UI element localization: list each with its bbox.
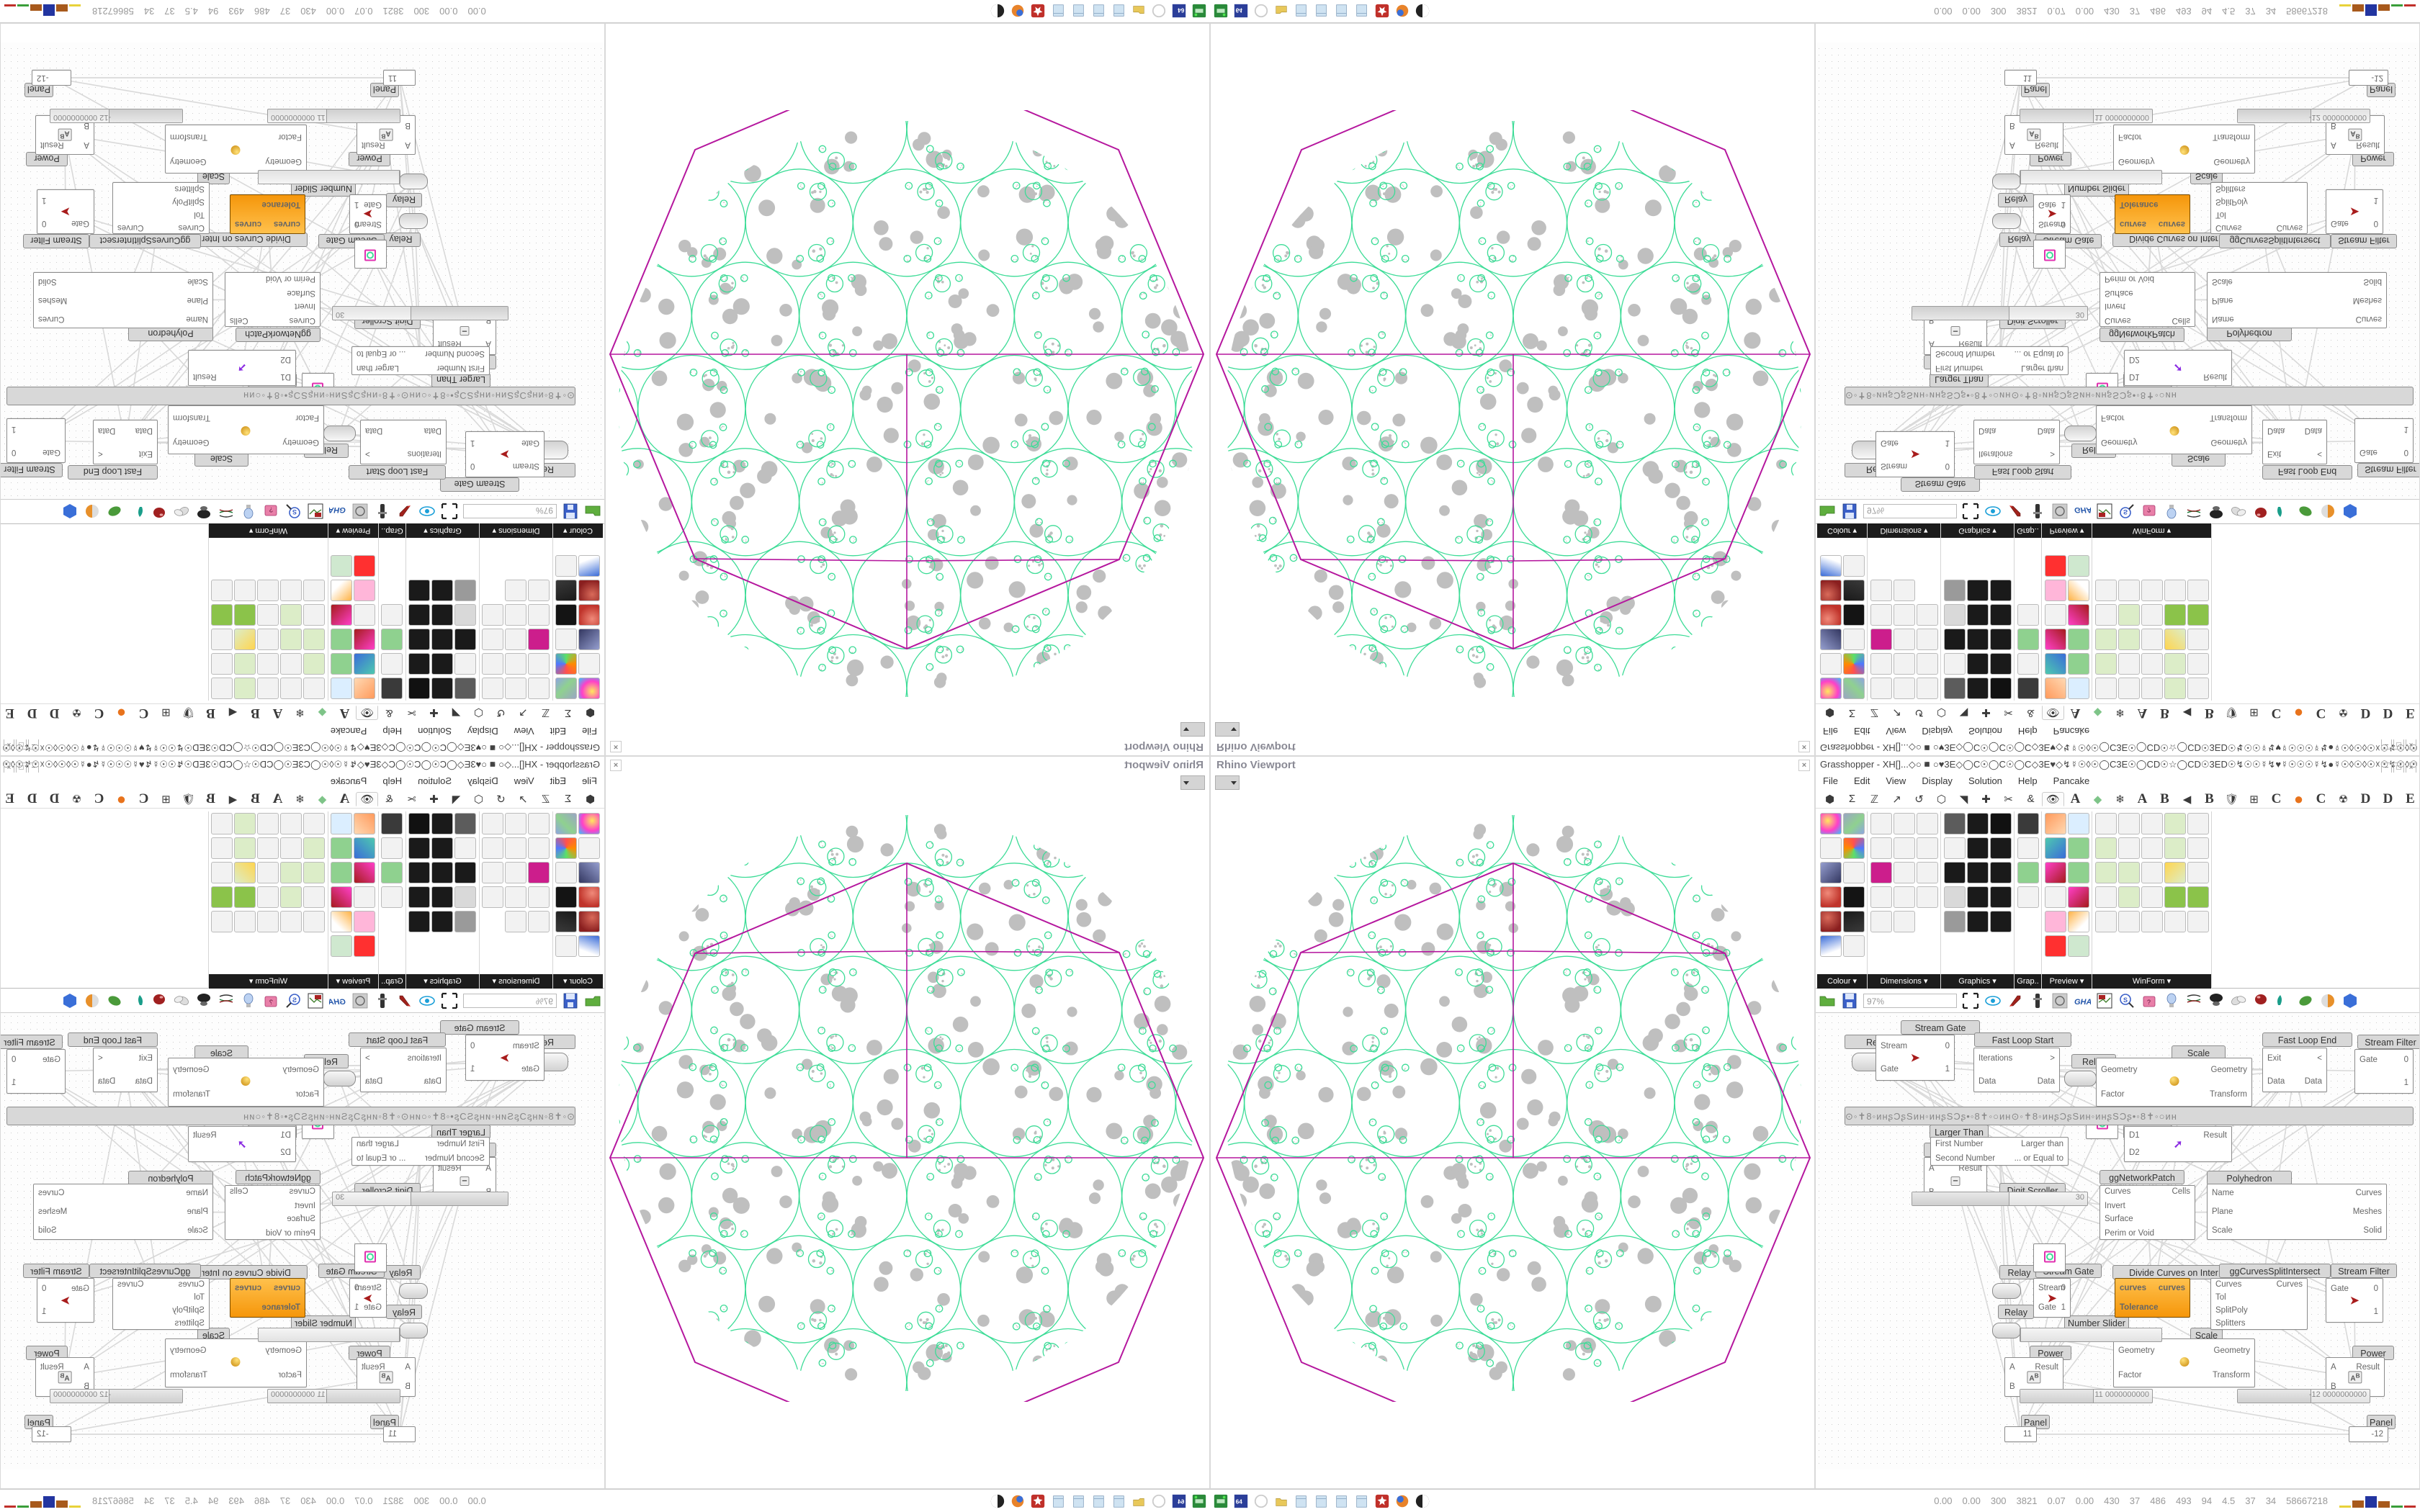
svg-text:GHA: GHA	[2074, 506, 2091, 515]
svg-text:?: ?	[2147, 507, 2151, 514]
svg-text:S: S	[2123, 509, 2128, 516]
svg-text:?: ?	[269, 507, 273, 514]
svg-text:GHA: GHA	[329, 506, 346, 515]
svg-text:64: 64	[1178, 7, 1185, 14]
svg-text:64: 64	[1178, 1498, 1185, 1505]
svg-text:S: S	[292, 509, 297, 516]
svg-text:GHA: GHA	[329, 998, 346, 1007]
svg-text:S: S	[292, 996, 297, 1004]
svg-text:?: ?	[269, 999, 273, 1006]
svg-text:64: 64	[1236, 7, 1243, 14]
